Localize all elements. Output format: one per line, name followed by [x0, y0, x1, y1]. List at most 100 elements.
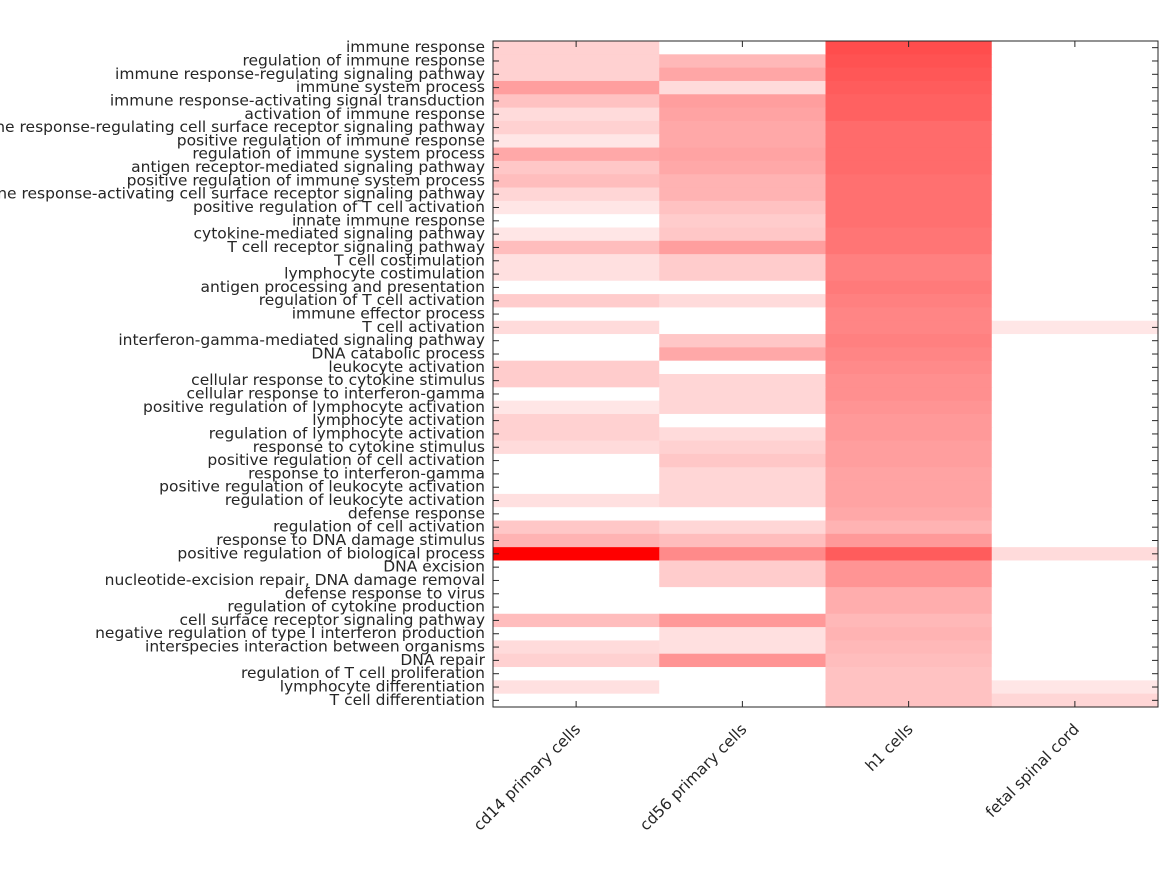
heatmap-cell: [659, 387, 827, 402]
heatmap-cell: [825, 307, 993, 322]
heatmap-cell: [493, 294, 660, 308]
heatmap-cell: [825, 480, 993, 495]
heatmap-cell: [991, 94, 1159, 109]
heatmap-cell: [493, 267, 660, 282]
heatmap-cell: [991, 613, 1159, 628]
heatmap-cell: [493, 573, 660, 588]
x-tick-label: cd14 primary cells: [470, 720, 584, 834]
heatmap-cell: [991, 294, 1159, 308]
heatmap-cell: [991, 240, 1159, 255]
heatmap-cell: [991, 533, 1159, 548]
heatmap-cell: [493, 174, 660, 189]
y-tick-label: cytokine-mediated signaling pathway: [194, 225, 485, 243]
y-tick-label: activation of immune response: [244, 105, 485, 123]
heatmap-cell: [659, 600, 827, 615]
heatmap-cell: [493, 240, 660, 255]
heatmap-cell: [825, 147, 993, 162]
heatmap-cell: [659, 267, 827, 282]
heatmap-cell: [825, 200, 993, 215]
heatmap-cell: [825, 320, 993, 335]
heatmap-cell: [493, 320, 660, 335]
y-tick-label: cellular response to cytokine stimulus: [191, 371, 485, 389]
heatmap-cell: [825, 680, 993, 695]
heatmap-cell: [991, 480, 1159, 495]
heatmap-cell: [659, 334, 827, 348]
heatmap-cell: [991, 507, 1159, 522]
y-tick-label: positive regulation of immune response: [177, 131, 485, 149]
heatmap-cell: [991, 640, 1159, 655]
heatmap-cell: [493, 480, 660, 495]
y-tick-label: response to interferon-gamma: [248, 464, 485, 482]
heatmap-cell: [659, 54, 827, 69]
heatmap-cell: [493, 493, 660, 508]
heatmap-cells: [493, 41, 1159, 708]
heatmap-cell: [991, 80, 1159, 95]
y-tick-label: leukocyte activation: [328, 358, 485, 376]
heatmap-cell: [493, 227, 660, 242]
heatmap-cell: [659, 320, 827, 335]
y-tick-label: defense response to virus: [285, 584, 485, 602]
heatmap-cell: [493, 80, 660, 95]
heatmap-cell: [825, 41, 993, 55]
heatmap-cell: [991, 493, 1159, 508]
heatmap-cell: [493, 347, 660, 362]
heatmap-cell: [659, 627, 827, 641]
heatmap-cell: [493, 653, 660, 668]
heatmap-cell: [659, 480, 827, 495]
heatmap-cell: [825, 54, 993, 69]
heatmap-cell: [493, 280, 660, 295]
heatmap-cell: [659, 120, 827, 135]
heatmap-cell: [825, 227, 993, 242]
heatmap-cell: [493, 307, 660, 322]
heatmap-cell: [991, 187, 1159, 202]
y-tick-label: DNA excision: [383, 558, 485, 576]
heatmap-cell: [825, 493, 993, 508]
heatmap-cell: [493, 94, 660, 109]
heatmap-cell: [659, 427, 827, 442]
heatmap-cell: [991, 560, 1159, 575]
heatmap-cell: [493, 680, 660, 695]
y-tick-label: response to cytokine stimulus: [253, 438, 485, 456]
heatmap-cell: [991, 413, 1159, 428]
heatmap-cell: [659, 41, 827, 55]
heatmap-cell: [493, 374, 660, 388]
heatmap-cell: [825, 400, 993, 415]
heatmap-cell: [825, 653, 993, 668]
heatmap-cell: [825, 667, 993, 681]
y-tick-label: immune response-activating cell surface …: [0, 185, 485, 203]
heatmap-cell: [991, 54, 1159, 69]
heatmap-cell: [493, 467, 660, 482]
heatmap-cell: [825, 374, 993, 388]
heatmap-cell: [659, 413, 827, 428]
heatmap-cell: [991, 693, 1159, 708]
heatmap-cell: [493, 533, 660, 548]
heatmap-cell: [493, 587, 660, 602]
heatmap-cell: [991, 427, 1159, 442]
heatmap-cell: [659, 440, 827, 455]
heatmap-cell: [493, 400, 660, 415]
heatmap-cell: [825, 107, 993, 122]
heatmap-cell: [493, 453, 660, 468]
heatmap-cell: [659, 254, 827, 269]
heatmap-cell: [825, 613, 993, 628]
heatmap-cell: [991, 134, 1159, 149]
y-tick-label: interferon-gamma-mediated signaling path…: [118, 331, 485, 349]
y-tick-label: positive regulation of immune system pro…: [127, 171, 485, 189]
heatmap-cell: [991, 627, 1159, 641]
heatmap-cell: [493, 54, 660, 69]
heatmap-cell: [493, 600, 660, 615]
x-tick-marks: [575, 41, 1076, 707]
heatmap-cell: [659, 680, 827, 695]
y-tick-label: regulation of leukocyte activation: [225, 491, 485, 509]
heatmap-cell: [659, 67, 827, 82]
y-tick-label: negative regulation of type I interferon…: [95, 624, 485, 642]
heatmap-cell: [659, 520, 827, 535]
heatmap-cell: [659, 573, 827, 588]
y-tick-label: lymphocyte costimulation: [284, 265, 485, 283]
heatmap-cell: [659, 227, 827, 242]
heatmap-cell: [493, 214, 660, 229]
heatmap-cell: [493, 120, 660, 135]
y-tick-label: antigen receptor-mediated signaling path…: [131, 158, 485, 176]
heatmap-cell: [493, 627, 660, 641]
